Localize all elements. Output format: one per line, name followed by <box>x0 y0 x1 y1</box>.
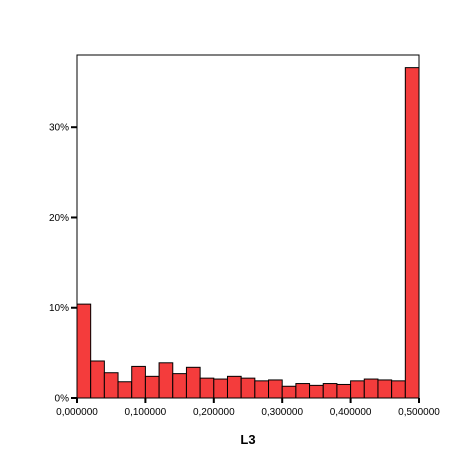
histogram-bar <box>76 303 92 399</box>
histogram-bar <box>213 378 228 399</box>
histogram-bar <box>336 383 352 399</box>
histogram-bar <box>131 365 146 399</box>
y-tick-label: 20% <box>49 213 69 224</box>
histogram-bar <box>309 384 324 399</box>
histogram-bar <box>185 366 201 399</box>
histogram-bar <box>363 378 379 399</box>
y-axis-ticks: 0% 10% 20% 30% <box>49 123 77 405</box>
histogram-bar <box>295 383 311 399</box>
histogram-bar <box>172 373 187 399</box>
histogram-bar <box>281 385 297 399</box>
x-axis-ticks: 0,000000 0,100000 0,200000 0,300000 0,400000… <box>56 398 440 418</box>
histogram-bar <box>117 381 133 399</box>
histogram-bar <box>350 380 365 399</box>
x-tick-label: 0,100000 <box>125 407 167 418</box>
x-tick-label: 0,000000 <box>56 407 98 418</box>
histogram-bars <box>76 67 420 399</box>
x-tick-label: 0,200000 <box>193 407 235 418</box>
x-tick-label: 0,400000 <box>330 407 372 418</box>
y-tick-label: 30% <box>49 123 69 134</box>
plot-frame <box>76 54 420 399</box>
histogram-bar <box>199 377 215 399</box>
x-axis-title: L3 <box>240 432 255 447</box>
histogram-bar <box>158 362 174 399</box>
y-tick-label: 10% <box>49 303 69 314</box>
y-tick-label: 0% <box>55 394 70 405</box>
histogram-bar <box>226 375 242 399</box>
histogram-bar <box>404 67 420 399</box>
histogram-bar <box>240 377 256 399</box>
histogram-bar <box>268 379 283 399</box>
x-tick-label: 0,500000 <box>398 407 440 418</box>
histogram-bar <box>103 372 119 399</box>
x-tick-label: 0,300000 <box>261 407 303 418</box>
histogram-bar <box>144 375 160 399</box>
histogram-bar <box>90 360 105 399</box>
histogram-bar <box>254 380 270 399</box>
histogram-bar <box>391 380 406 399</box>
histogram-bar <box>377 379 393 399</box>
histogram-bar <box>322 383 338 399</box>
